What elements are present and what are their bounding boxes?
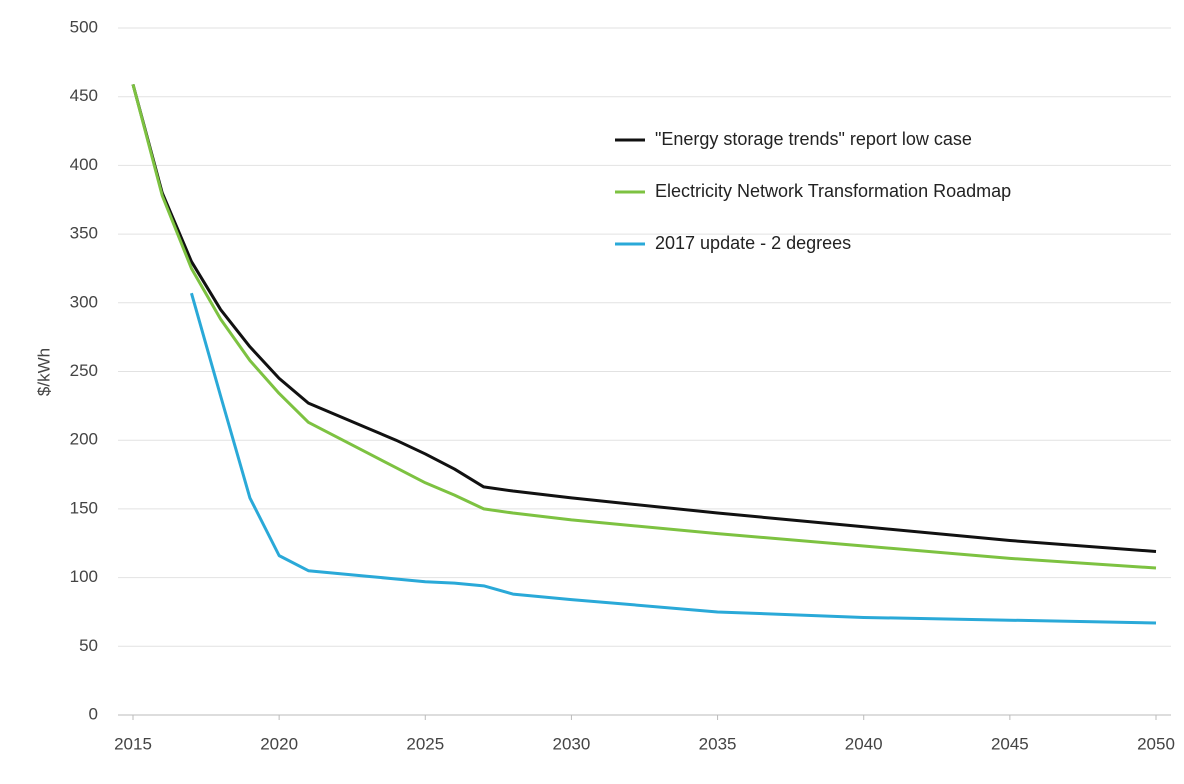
series-line <box>131 83 1157 570</box>
y-tick-label: 300 <box>70 292 98 311</box>
x-tick-label: 2030 <box>553 734 591 753</box>
y-axis-label: $/kWh <box>34 348 53 396</box>
y-tick-label: 500 <box>70 17 98 36</box>
x-tick-label: 2050 <box>1137 734 1175 753</box>
y-tick-label: 250 <box>70 361 98 380</box>
x-tick-label: 2045 <box>991 734 1029 753</box>
y-tick-label: 50 <box>79 636 98 655</box>
series-line <box>131 83 1157 553</box>
legend-label: 2017 update - 2 degrees <box>655 233 851 253</box>
legend-label: Electricity Network Transformation Roadm… <box>655 181 1011 201</box>
y-tick-label: 350 <box>70 224 98 243</box>
y-tick-label: 200 <box>70 430 98 449</box>
y-tick-label: 0 <box>89 704 98 723</box>
y-tick-label: 450 <box>70 86 98 105</box>
legend-label: "Energy storage trends" report low case <box>655 129 972 149</box>
y-tick-label: 150 <box>70 498 98 517</box>
y-tick-label: 100 <box>70 567 98 586</box>
x-tick-label: 2025 <box>406 734 444 753</box>
y-tick-label: 400 <box>70 155 98 174</box>
x-tick-label: 2035 <box>699 734 737 753</box>
series-line <box>190 292 1157 625</box>
x-tick-label: 2040 <box>845 734 883 753</box>
x-tick-label: 2020 <box>260 734 298 753</box>
x-tick-label: 2015 <box>114 734 152 753</box>
